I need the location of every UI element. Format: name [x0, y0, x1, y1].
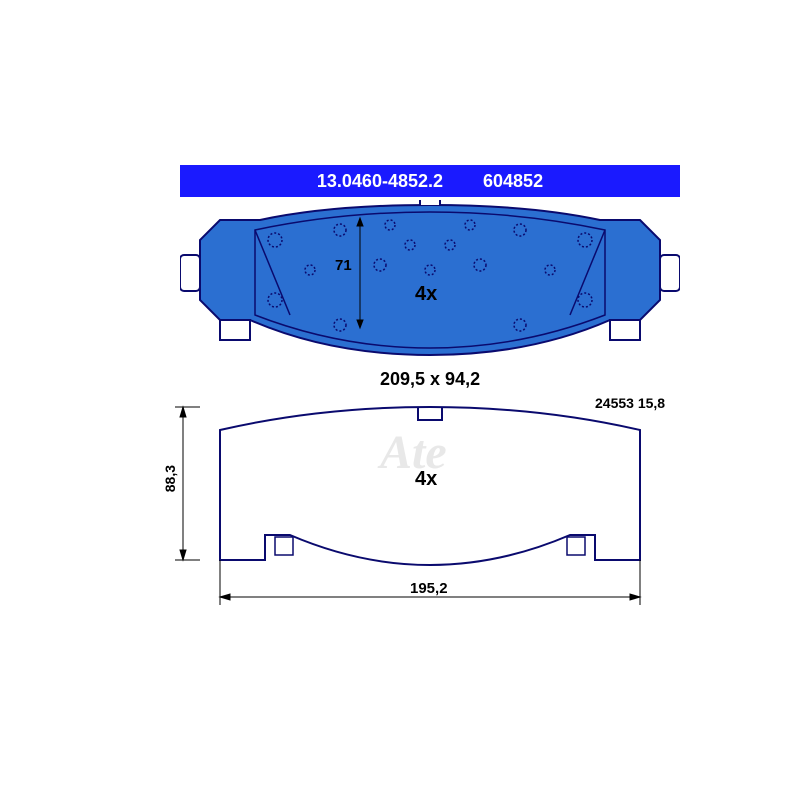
header-bar: 13.0460-4852.2 604852: [180, 165, 680, 197]
dim-height-lower: [165, 405, 205, 605]
secondary-number: 604852: [483, 171, 543, 192]
dim-width-text: 195,2: [410, 580, 448, 597]
dim-88-label: 88,3: [162, 465, 178, 492]
lower-brake-pad: 4x 195,2: [200, 405, 660, 635]
brake-pad-diagram: 13.0460-4852.2 604852 Ate: [120, 165, 680, 635]
dim-71-text: 71: [335, 257, 352, 274]
upper-qty-text: 4x: [415, 283, 437, 305]
upper-brake-pad: 71 4x 209,5 x 94,2: [180, 200, 680, 400]
part-number: 13.0460-4852.2: [317, 171, 443, 192]
dim-main-text: 209,5 x 94,2: [380, 369, 480, 389]
lower-qty-text: 4x: [415, 468, 437, 490]
